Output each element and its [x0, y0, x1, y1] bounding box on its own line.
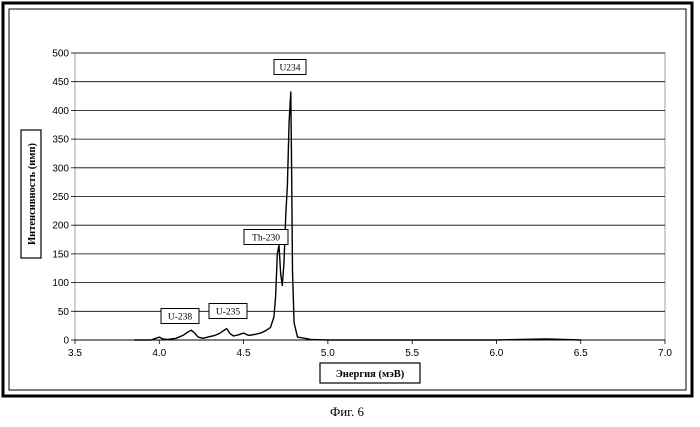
peak-label-3: U234: [274, 60, 306, 75]
peak-label-text: U-238: [168, 313, 193, 323]
y-tick-label: 150: [52, 249, 69, 260]
x-axis-title: Энергия (мэВ): [336, 369, 405, 380]
y-tick-label: 400: [52, 106, 69, 117]
x-tick-label: 4.5: [237, 348, 251, 359]
x-tick-label: 5.5: [405, 348, 419, 359]
y-tick-label: 500: [52, 49, 69, 60]
y-axis-title-box: Интенсивность (имп): [21, 130, 41, 258]
x-tick-label: 5.0: [321, 348, 335, 359]
y-tick-label: 100: [52, 278, 69, 289]
peak-label-text: U-235: [216, 308, 241, 318]
x-axis-title-box: Энергия (мэВ): [320, 363, 420, 383]
peak-label-text: Th-230: [252, 234, 280, 244]
x-tick-label: 3.5: [68, 348, 82, 359]
peak-label-0: U-238: [161, 309, 199, 324]
y-axis-title: Интенсивность (имп): [27, 142, 38, 245]
y-tick-label: 350: [52, 135, 69, 146]
figure-caption: Фиг. 6: [330, 404, 365, 419]
peak-label-1: U-235: [209, 304, 247, 319]
y-tick-label: 200: [52, 221, 69, 232]
peak-label-text: U234: [279, 64, 300, 74]
x-tick-label: 7.0: [658, 348, 672, 359]
y-tick-label: 50: [58, 307, 70, 318]
y-tick-label: 300: [52, 163, 69, 174]
y-tick-label: 0: [63, 336, 69, 347]
y-tick-label: 450: [52, 77, 69, 88]
x-tick-label: 6.0: [489, 348, 503, 359]
x-tick-label: 6.5: [574, 348, 588, 359]
y-tick-label: 250: [52, 192, 69, 203]
x-tick-label: 4.0: [152, 348, 166, 359]
peak-label-2: Th-230: [244, 230, 288, 245]
